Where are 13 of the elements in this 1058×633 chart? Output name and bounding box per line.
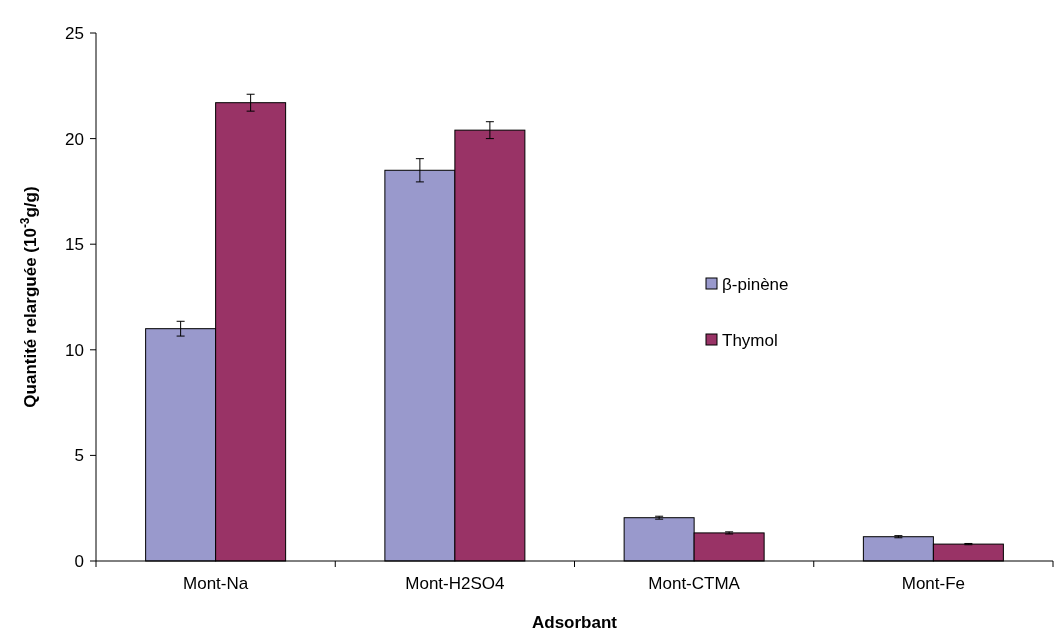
x-axis-title: Adsorbant <box>532 613 618 632</box>
x-tick-label: Mont-Fe <box>901 574 966 593</box>
y-tick-label: 25 <box>65 23 84 43</box>
x-tick-label: Mont-CTMA <box>648 574 741 593</box>
y-tick-label: 20 <box>65 129 84 149</box>
y-tick-label: 10 <box>65 340 84 360</box>
y-tick-label: 5 <box>74 446 84 466</box>
x-tick-label: Mont-H2SO4 <box>405 574 505 593</box>
y-tick-label: 15 <box>65 235 84 255</box>
legend-label: β-pinène <box>722 274 789 294</box>
x-tick-label: Mont-Na <box>183 574 249 593</box>
legend-label: Thymol <box>722 330 778 350</box>
y-tick-label: 0 <box>74 551 84 571</box>
